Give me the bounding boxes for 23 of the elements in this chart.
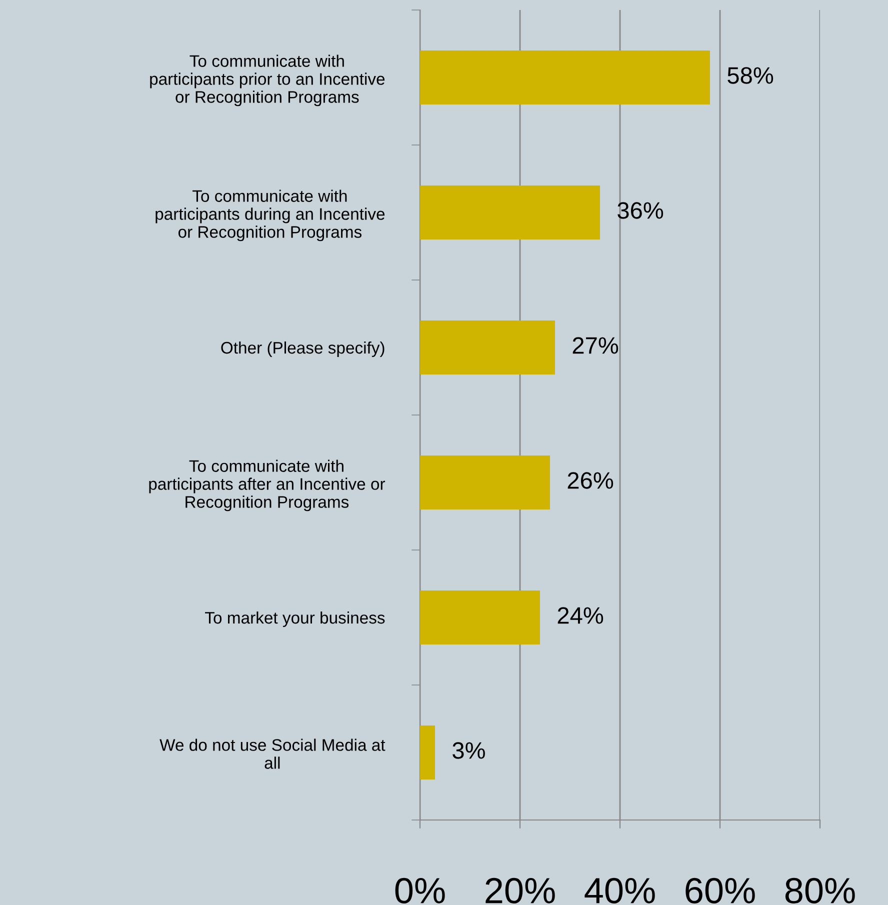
data-label: 36% (618, 202, 664, 219)
y-tick-label: To market your business (205, 611, 385, 627)
bar (420, 186, 600, 240)
data-label: 58% (728, 67, 774, 84)
y-tick-label: We do not use Social Media at all (160, 738, 386, 769)
bar (420, 320, 555, 374)
data-label: 27% (572, 337, 618, 354)
x-tick-label: 80% (785, 878, 855, 904)
bar (420, 590, 540, 644)
y-tick-label: To communicate with participants after an Incentive or Recognition Programs (149, 460, 386, 512)
x-tick-label: 0% (395, 878, 445, 904)
bar (420, 456, 550, 510)
bar (420, 50, 710, 104)
y-tick-label: To communicate with participants prior to an Incentive or Recognition Programs (150, 54, 385, 106)
bar (420, 726, 435, 780)
y-tick-label: Other (Please specify) (221, 341, 384, 357)
data-label: 3% (452, 742, 485, 759)
data-label: 24% (558, 607, 604, 624)
x-tick-label: 40% (584, 878, 655, 904)
x-tick-label: 20% (486, 878, 555, 904)
y-tick-label: To communicate with participants during an Incentive or Recognition Programs (156, 190, 385, 242)
data-label: 26% (568, 472, 614, 489)
x-tick-label: 60% (686, 878, 755, 904)
